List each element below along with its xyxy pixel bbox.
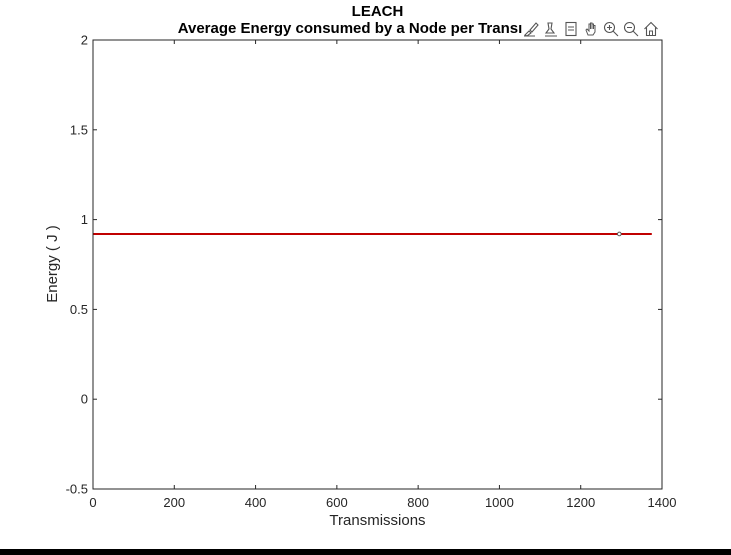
x-tick-label: 0 [89, 495, 96, 510]
series-layer [93, 231, 652, 237]
x-axis-label: Transmissions [329, 512, 425, 529]
x-tick-label: 400 [245, 495, 267, 510]
zoom-out-icon [623, 21, 639, 37]
pan-button[interactable] [582, 20, 600, 38]
ticks-layer: 0 200 400 600 800 1000 1200 1400-0.500.511.52 [66, 33, 677, 511]
brush-button[interactable] [522, 20, 540, 38]
pan-icon [585, 22, 596, 36]
axes-box [92, 39, 663, 490]
window-bottom-edge [0, 549, 731, 555]
y-tick-label: 0 [81, 392, 88, 407]
x-tick-label: 600 [326, 495, 348, 510]
brush-icon [524, 22, 539, 37]
chart-title: LEACH [352, 3, 404, 20]
y-tick-label: 1.5 [70, 122, 88, 137]
plot-area[interactable] [93, 40, 662, 489]
zoom-in-icon [603, 21, 619, 37]
x-tick-label: 1000 [485, 495, 514, 510]
y-tick-label: 1 [81, 212, 88, 227]
x-tick-label: 1200 [566, 495, 595, 510]
home-icon [644, 21, 658, 37]
x-tick-label: 200 [163, 495, 185, 510]
data-tips-icon [544, 22, 557, 37]
y-axis-label: Energy ( J ) [44, 225, 61, 303]
y-tick-label: 0.5 [70, 302, 88, 317]
data-tips-button[interactable] [542, 20, 560, 38]
legend-icon [565, 21, 577, 37]
zoom-out-button[interactable] [622, 20, 640, 38]
legend-button[interactable] [562, 20, 580, 38]
zoom-in-button[interactable] [602, 20, 620, 38]
axes-toolbar [522, 19, 660, 39]
x-tick-label: 1400 [648, 495, 677, 510]
data-marker [617, 231, 622, 237]
chart-subtitle: Average Energy consumed by a Node per Tr… [178, 20, 523, 37]
y-tick-label: 2 [81, 33, 88, 48]
home-button[interactable] [642, 20, 660, 38]
y-tick-label: -0.5 [66, 482, 88, 497]
x-tick-label: 800 [407, 495, 429, 510]
